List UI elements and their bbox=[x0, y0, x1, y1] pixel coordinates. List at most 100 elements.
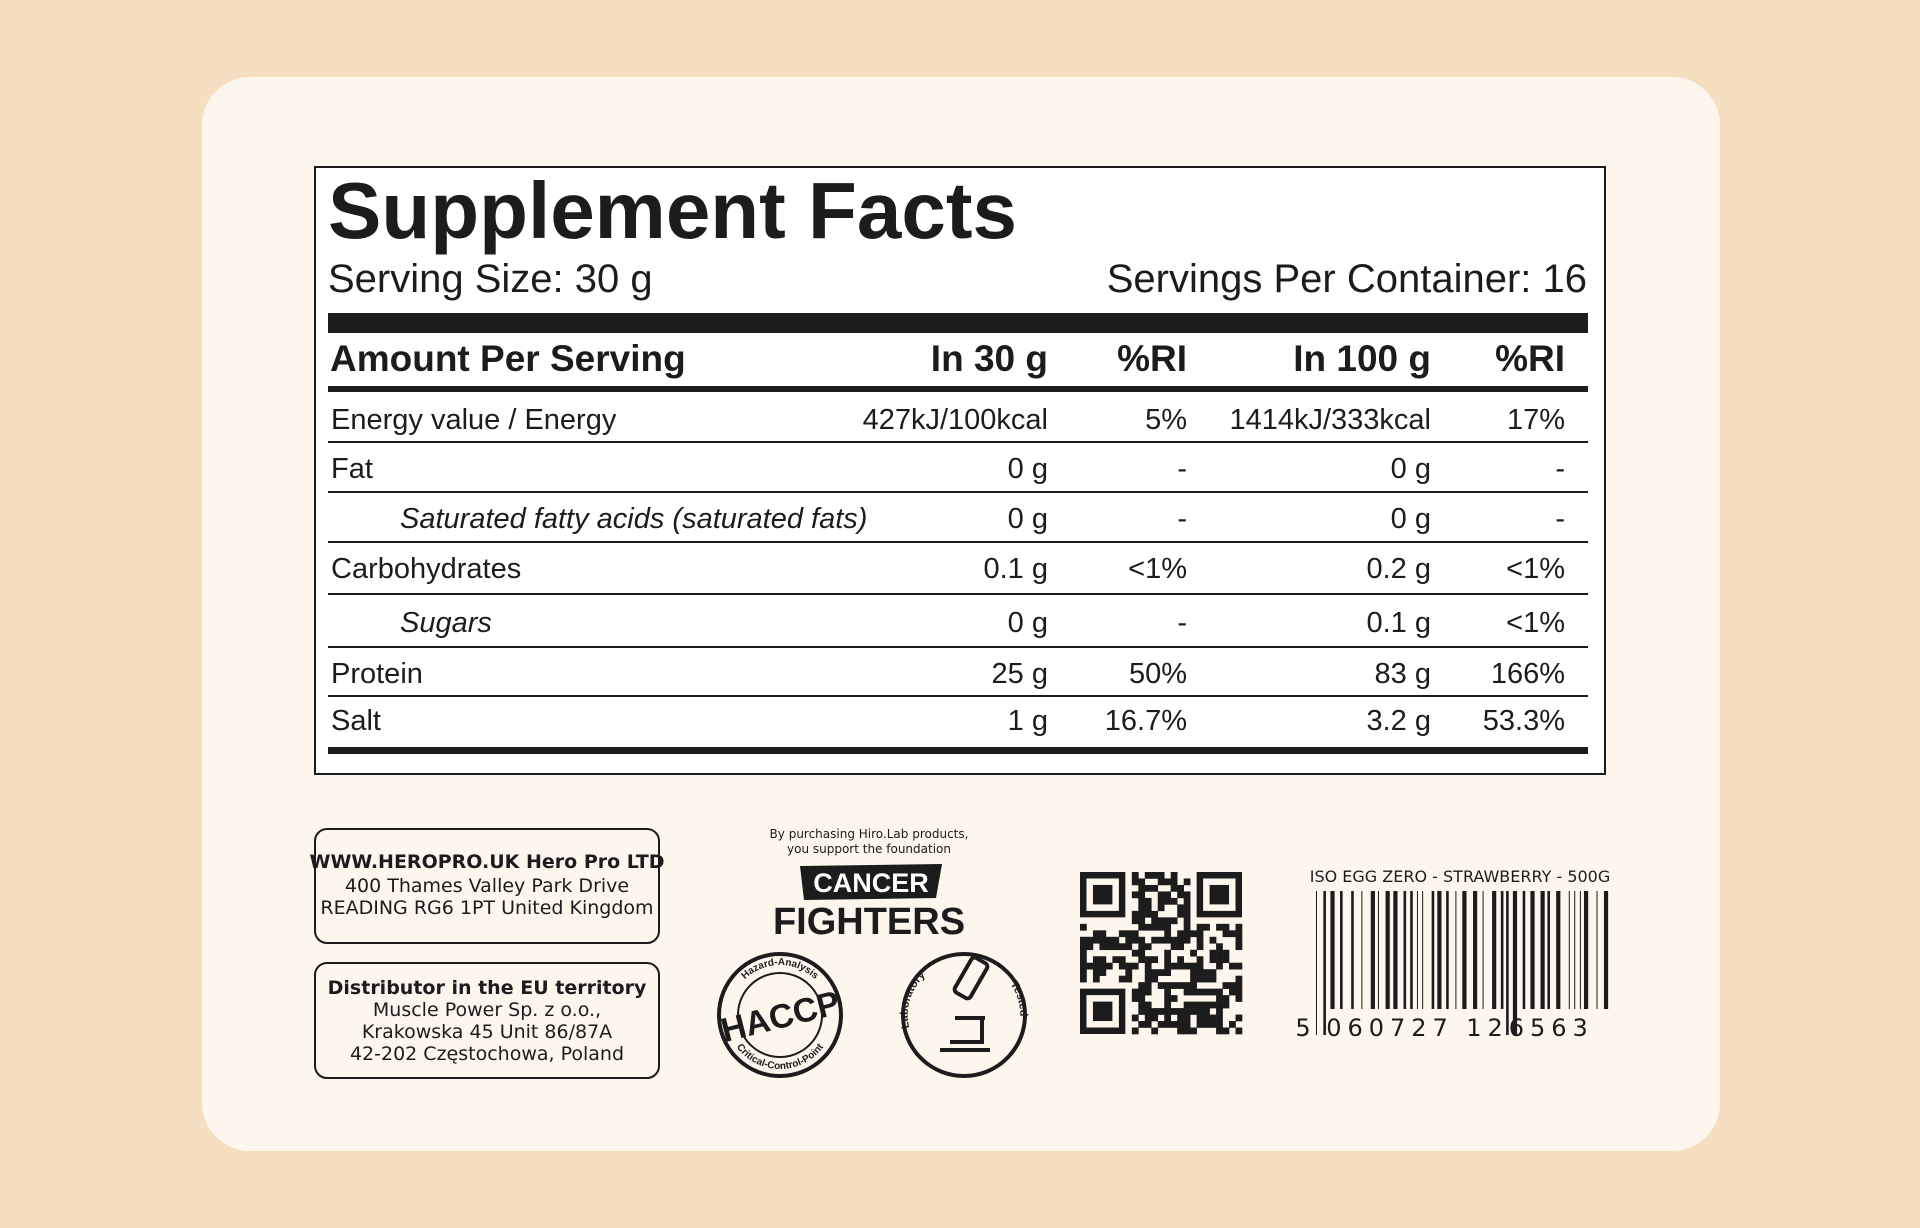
cell-value: - bbox=[1177, 453, 1187, 485]
logo-fighters: FIGHTERS bbox=[773, 901, 965, 943]
qr-module bbox=[1183, 923, 1191, 931]
qr-module bbox=[1099, 962, 1107, 970]
qr-module bbox=[1203, 988, 1210, 996]
qr-module bbox=[1138, 1008, 1146, 1015]
qr-module bbox=[1092, 962, 1100, 970]
qr-module bbox=[1157, 917, 1165, 925]
cell-label: Protein bbox=[331, 658, 423, 690]
qr-module bbox=[1144, 956, 1152, 964]
cell-value: - bbox=[1555, 453, 1565, 485]
barcode-bar bbox=[1583, 891, 1589, 1009]
cell-value: 17% bbox=[1507, 404, 1565, 436]
header-rule bbox=[328, 386, 1588, 392]
cell-value: 166% bbox=[1491, 658, 1565, 690]
qr-module bbox=[1151, 910, 1159, 918]
qr-module bbox=[1164, 936, 1172, 944]
qr-module bbox=[1080, 969, 1087, 976]
qr-module bbox=[1216, 1008, 1223, 1015]
qr-module bbox=[1235, 988, 1243, 996]
qr-module bbox=[1164, 1014, 1172, 1022]
qr-module bbox=[1216, 1021, 1223, 1028]
qr-module bbox=[1216, 988, 1223, 996]
qr-module bbox=[1105, 962, 1113, 970]
qr-module bbox=[1086, 943, 1094, 951]
qr-module bbox=[1177, 910, 1184, 918]
qr-module bbox=[1138, 995, 1146, 1002]
qr-module bbox=[1131, 988, 1139, 996]
qr-module bbox=[1170, 884, 1178, 892]
qr-module bbox=[1144, 923, 1152, 931]
qr-module bbox=[1125, 969, 1133, 976]
qr-module bbox=[1164, 995, 1172, 1002]
barcode-bar bbox=[1431, 891, 1435, 1009]
qr-module bbox=[1138, 956, 1146, 964]
qr-module bbox=[1177, 982, 1184, 989]
thick-rule bbox=[328, 313, 1588, 333]
qr-module bbox=[1183, 936, 1191, 944]
qr-module bbox=[1099, 956, 1107, 964]
qr-module bbox=[1099, 930, 1107, 938]
barcode-bar bbox=[1512, 891, 1518, 1035]
qr-module bbox=[1190, 969, 1197, 976]
qr-module bbox=[1183, 1021, 1191, 1028]
cell-value: 1414kJ/333kcal bbox=[1229, 404, 1431, 436]
qr-module bbox=[1183, 897, 1191, 905]
barcode-bar bbox=[1603, 891, 1609, 1009]
qr-module bbox=[1235, 995, 1243, 1002]
qr-module bbox=[1222, 1001, 1230, 1009]
qr-module bbox=[1131, 872, 1139, 879]
qr-module bbox=[1196, 936, 1204, 944]
qr-module bbox=[1164, 897, 1172, 905]
qr-module bbox=[1216, 923, 1223, 931]
cell-value: 53.3% bbox=[1483, 705, 1565, 737]
lab-ring bbox=[901, 952, 1027, 1078]
qr-module bbox=[1216, 1014, 1223, 1022]
qr-module bbox=[1144, 982, 1152, 989]
barcode-bar bbox=[1437, 891, 1442, 1009]
qr-module bbox=[1138, 897, 1146, 905]
qr-module bbox=[1138, 936, 1146, 944]
qr-module bbox=[1118, 962, 1126, 970]
cell-value: 3.2 g bbox=[1367, 705, 1432, 737]
qr-module bbox=[1183, 904, 1191, 912]
barcode-bar bbox=[1340, 891, 1343, 1009]
barcode-bar bbox=[1579, 891, 1581, 1009]
barcode-bar bbox=[1462, 891, 1467, 1009]
qr-module bbox=[1131, 878, 1139, 886]
barcode-bar bbox=[1530, 891, 1535, 1009]
qr-module bbox=[1177, 1008, 1184, 1015]
company-line: READING RG6 1PT United Kingdom bbox=[320, 897, 653, 919]
qr-module bbox=[1131, 936, 1139, 944]
cell-value: 5% bbox=[1145, 404, 1187, 436]
qr-module bbox=[1131, 949, 1139, 957]
qr-module bbox=[1164, 923, 1172, 931]
barcode-bar bbox=[1506, 891, 1509, 1035]
column-header: Amount Per Serving bbox=[330, 338, 686, 379]
barcode-digit: 060727 bbox=[1326, 1014, 1454, 1042]
table-row: Saturated fatty acids (saturated fats) 0 … bbox=[400, 503, 1565, 535]
qr-module bbox=[1203, 1021, 1210, 1028]
logo-banner bbox=[800, 864, 942, 900]
qr-module bbox=[1164, 982, 1172, 989]
barcode-bar bbox=[1410, 891, 1413, 1009]
qr-module bbox=[1086, 936, 1094, 944]
qr-module bbox=[1131, 930, 1139, 938]
qr-module bbox=[1183, 988, 1191, 996]
column-header: In 30 g bbox=[931, 338, 1048, 379]
qr-module bbox=[1183, 1027, 1191, 1035]
foundation-note: By purchasing Hiro.Lab products, bbox=[770, 827, 969, 841]
qr-module bbox=[1177, 936, 1184, 944]
cell-label: Sugars bbox=[400, 607, 492, 639]
qr-module bbox=[1222, 956, 1230, 964]
cell-label: Saturated fatty acids (saturated fats) bbox=[400, 503, 867, 535]
cell-value: 1 g bbox=[1008, 705, 1048, 737]
qr-module bbox=[1131, 917, 1139, 925]
serving-size: Serving Size: 30 g bbox=[328, 257, 653, 301]
barcode-bar bbox=[1596, 891, 1598, 1009]
distributor-box bbox=[314, 962, 660, 1079]
qr-module bbox=[1209, 936, 1217, 944]
qr-module bbox=[1177, 1014, 1184, 1022]
qr-module bbox=[1151, 975, 1159, 983]
qr-module bbox=[1157, 1021, 1165, 1028]
qr-module bbox=[1131, 995, 1139, 1002]
